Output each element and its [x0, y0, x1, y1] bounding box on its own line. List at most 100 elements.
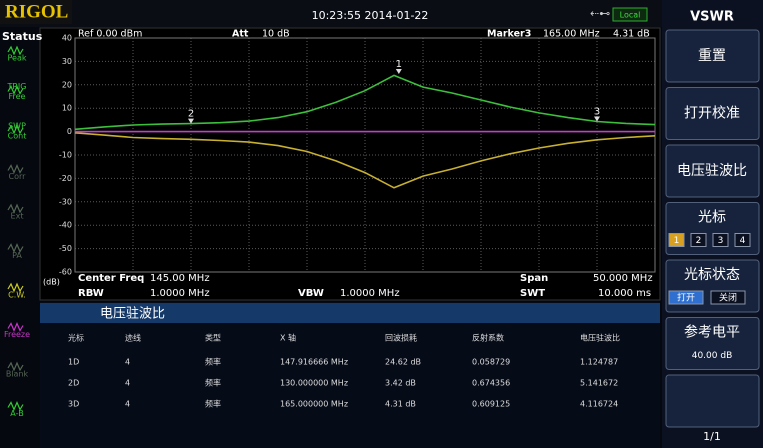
trace: [74, 74, 656, 131]
y-tick-label: -20: [59, 174, 72, 183]
option-box[interactable]: [734, 233, 751, 247]
table-panel: [40, 302, 660, 448]
table-cell: 24.62 dB: [385, 358, 421, 367]
softkey-value: 40.00 dB: [692, 351, 733, 361]
status-label: TRIG: [6, 82, 26, 91]
softkey[interactable]: [665, 144, 760, 198]
status-label: Peak: [8, 54, 27, 63]
table-cell: 130.000000 MHz: [280, 379, 348, 388]
att-label: Att: [232, 29, 249, 40]
softkey[interactable]: [665, 29, 760, 83]
table-cell: 4: [125, 379, 130, 388]
y-tick-label: -50: [59, 244, 72, 253]
status-label: Free: [9, 92, 26, 101]
footer-label: VBW: [298, 288, 324, 299]
footer-value: 145.00 MHz: [150, 273, 210, 284]
status-icon: [7, 321, 24, 333]
footer-value: 10.000 ms: [598, 288, 651, 299]
table-cell: 1D: [68, 358, 79, 367]
status-label: PA: [12, 251, 22, 260]
table-header: 回波损耗: [385, 333, 417, 343]
usb-icon: ⇠⊷: [590, 7, 610, 20]
footer-label: SWT: [520, 288, 545, 299]
option-label: 打开: [677, 292, 695, 304]
status-label: SWP: [8, 122, 26, 131]
option-label: 2: [696, 236, 702, 246]
status-icon: [7, 84, 24, 96]
marker-number: 1: [396, 59, 402, 70]
footer-label: Center Freq: [78, 273, 144, 284]
table-cell: 4: [125, 400, 130, 409]
softkey[interactable]: [665, 87, 760, 140]
y-tick-label: 30: [62, 57, 72, 66]
softkey[interactable]: [665, 317, 760, 370]
y-tick-label: 40: [62, 34, 72, 43]
y-axis-label: (dB): [43, 278, 60, 287]
marker-freq: 165.00 MHz: [543, 29, 600, 40]
softkey-label: 重置: [698, 48, 726, 64]
status-label: Cont: [8, 132, 27, 141]
table-header: X 轴: [280, 333, 296, 343]
y-tick-label: 20: [62, 80, 72, 89]
table-cell: 0.058729: [472, 358, 510, 367]
datetime: 10:23:55 2014-01-22: [312, 9, 429, 22]
logo-box: [0, 0, 72, 24]
marker-label: Marker3: [487, 29, 531, 40]
table-cell: 5.141672: [580, 379, 618, 388]
att-value: 10 dB: [262, 29, 290, 40]
table-cell: 频率: [205, 399, 221, 409]
status-title: Status: [2, 30, 43, 43]
status-label: Ext: [11, 212, 24, 221]
table-cell: 2D: [68, 379, 79, 388]
status-icon: [7, 124, 24, 135]
option-label: 4: [740, 236, 746, 246]
mode: Local: [620, 11, 641, 20]
status-icon: [7, 163, 24, 175]
option-box[interactable]: [668, 233, 685, 247]
trace: [74, 132, 656, 189]
top-bar: [0, 0, 662, 27]
footer-value: 50.000 MHz: [593, 273, 653, 284]
table-cell: 3D: [68, 400, 79, 409]
softkey[interactable]: [665, 374, 760, 428]
brand: RIGOL: [5, 1, 68, 22]
footer-value: 1.0000 MHz: [340, 288, 400, 299]
softkey-label: 打开校准: [684, 105, 740, 122]
y-tick-label: -10: [59, 151, 72, 160]
option-box[interactable]: [690, 233, 707, 247]
y-tick-label: 0: [67, 127, 72, 136]
table-cell: 4: [125, 358, 130, 367]
marker: [188, 118, 194, 124]
status-label: Freeze: [4, 330, 30, 339]
status-icon: [7, 242, 24, 254]
y-tick-label: 10: [62, 104, 72, 113]
status-icon: [7, 282, 24, 293]
marker-number: 2: [188, 109, 194, 120]
y-tick-label: -30: [59, 197, 72, 206]
table-cell: 频率: [205, 357, 221, 367]
marker: [395, 68, 402, 74]
marker-value: 4.31 dB: [613, 29, 650, 40]
status-label: A-B: [10, 409, 23, 418]
mode-box: [612, 7, 648, 22]
marker: [594, 116, 600, 122]
option-box[interactable]: [668, 290, 704, 305]
table-cell: 0.609125: [472, 400, 510, 409]
footer-label: RBW: [78, 288, 104, 299]
status-label: C.W.: [8, 291, 26, 300]
softkey-label: 参考电平: [684, 324, 740, 341]
option-box[interactable]: [710, 290, 746, 305]
status-label: Corr: [9, 172, 27, 181]
status-icon: [7, 203, 24, 214]
option-box[interactable]: [712, 233, 729, 247]
softkey-label: 电压驻波比: [677, 163, 747, 179]
status-label: Blank: [6, 370, 29, 379]
table-header: 反射系数: [472, 333, 504, 343]
status-icon: [7, 400, 24, 412]
footer-label: Span: [520, 273, 548, 284]
ref-level: Ref 0.00 dBm: [78, 29, 142, 40]
table-header: 光标: [68, 333, 84, 343]
table-header: 电压驻波比: [580, 333, 620, 343]
softkey-label: 光标状态: [684, 267, 740, 283]
